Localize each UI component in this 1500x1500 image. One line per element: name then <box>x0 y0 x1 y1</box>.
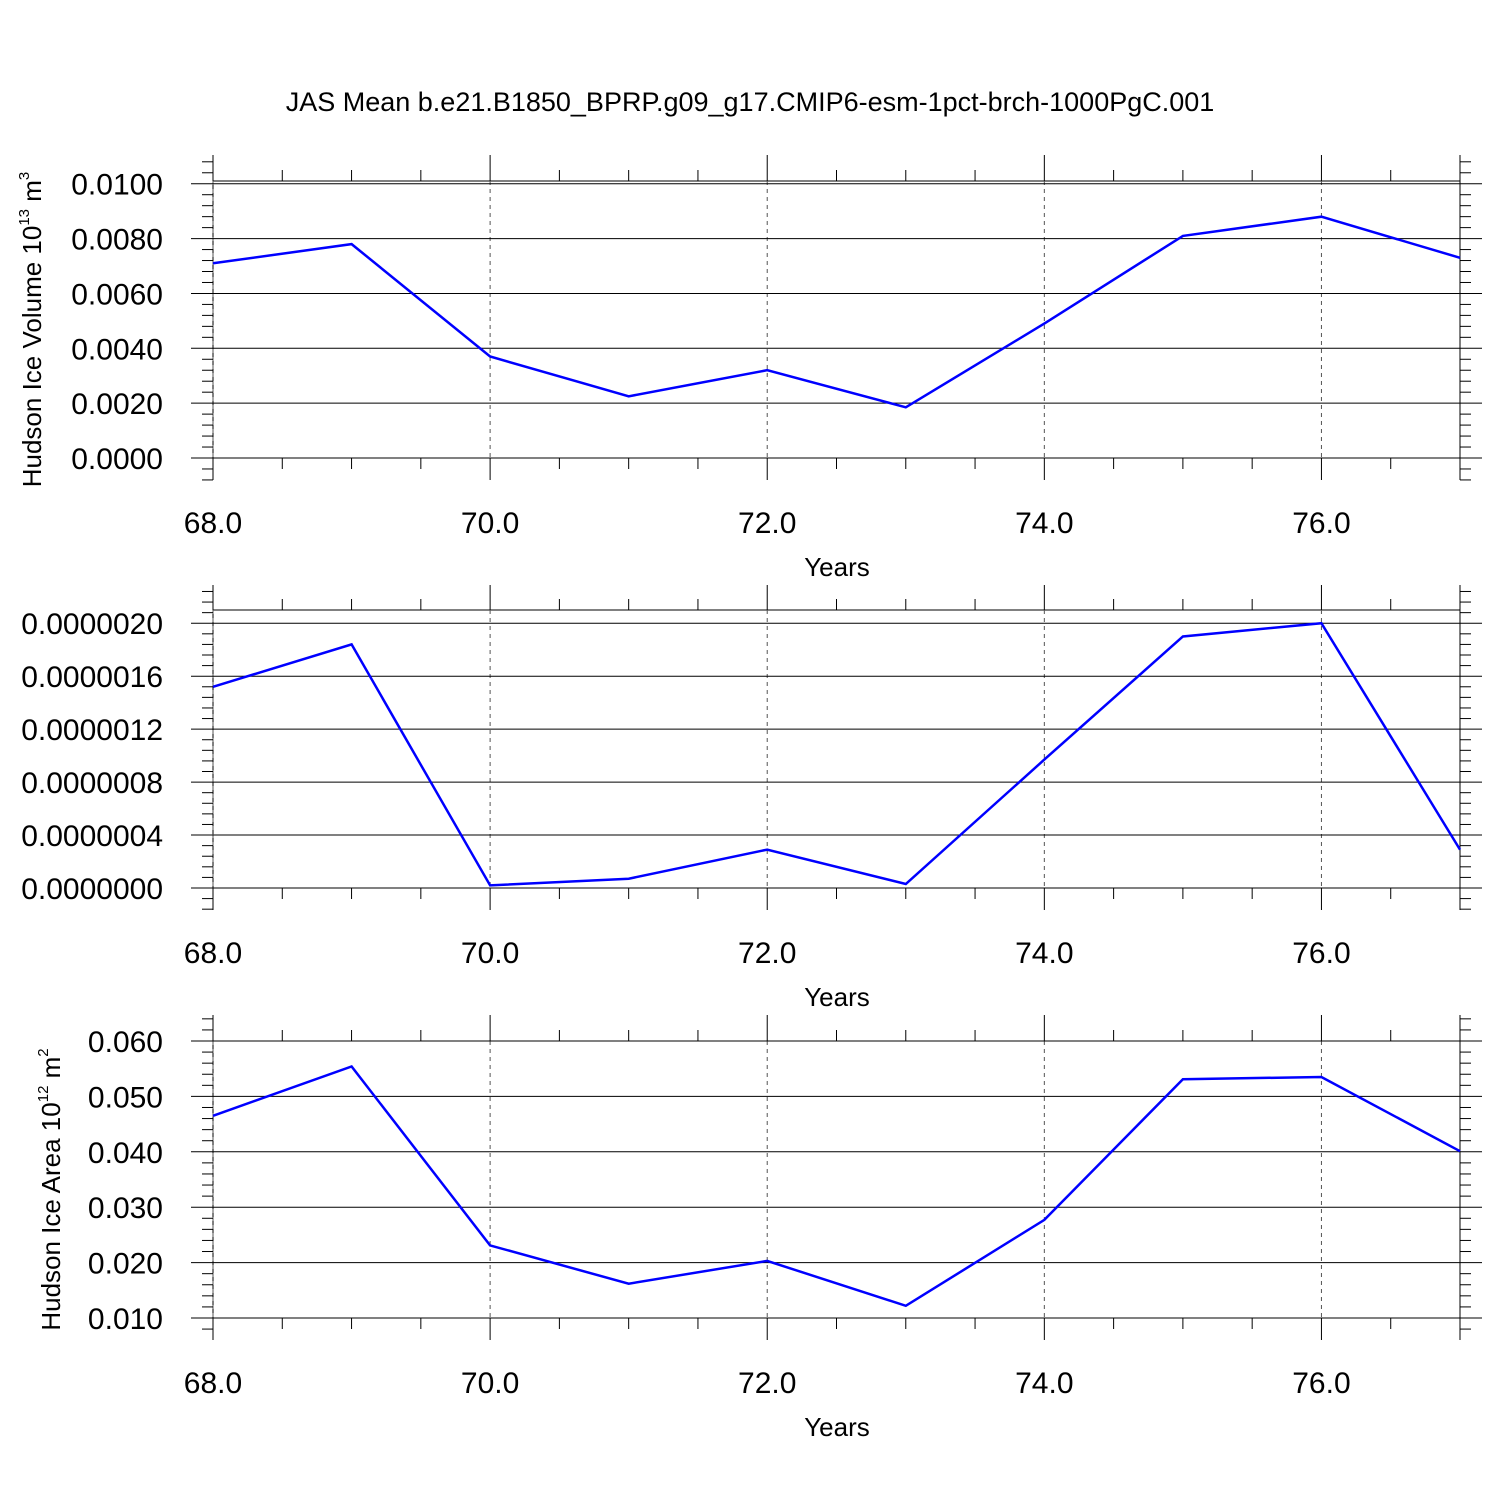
y-tick-label: 0.0000016 <box>21 661 163 694</box>
figure-title: JAS Mean b.e21.B1850_BPRP.g09_g17.CMIP6-… <box>286 87 1215 117</box>
x-axis-label: Years <box>804 552 870 582</box>
x-tick-label: 76.0 <box>1292 507 1350 540</box>
x-tick-label: 74.0 <box>1015 507 1073 540</box>
y-tick-label: 0.0020 <box>71 388 163 421</box>
x-tick-label: 68.0 <box>184 937 242 970</box>
y-tick-label: 0.040 <box>88 1137 163 1170</box>
x-tick-label: 68.0 <box>184 507 242 540</box>
x-tick-label: 70.0 <box>461 937 519 970</box>
x-tick-label: 72.0 <box>738 1367 796 1400</box>
data-series-line <box>212 621 1462 887</box>
chart-panel-3: 68.0 70.0 72.0 74.0 76.0 0.010 0.020 0.030 0.040… <box>35 1015 1482 1442</box>
y-tick-label: 0.0000008 <box>21 767 163 800</box>
y-tick-label: 0.060 <box>88 1026 163 1059</box>
y-tick-label: 0.0100 <box>71 169 163 202</box>
x-axis-label: Years <box>804 1412 870 1442</box>
y-axis-label: Hudson Ice Volume 1013 m3 <box>16 172 47 488</box>
x-tick-label: 72.0 <box>738 937 796 970</box>
y-tick-label: 0.0000000 <box>21 873 163 906</box>
y-tick-label: 0.010 <box>88 1303 163 1336</box>
x-axis-label: Years <box>804 982 870 1012</box>
x-tick-label: 70.0 <box>461 507 519 540</box>
y-tick-label: 0.0000020 <box>21 608 163 641</box>
y-tick-label: 0.050 <box>88 1081 163 1114</box>
x-tick-label: 76.0 <box>1292 1367 1350 1400</box>
x-tick-label: 74.0 <box>1015 937 1073 970</box>
x-tick-label: 68.0 <box>184 1367 242 1400</box>
chart-panel-2: 68.0 70.0 72.0 74.0 76.0 0.0000000 0.0000004 0.… <box>21 585 1482 1012</box>
y-tick-label: 0.0000004 <box>21 820 163 853</box>
data-series-line <box>212 215 1461 409</box>
y-tick-label: 0.0040 <box>71 333 163 366</box>
chart-panel-1: 68.0 70.0 72.0 74.0 76.0 0.0000 0.0020 0.0040 0.… <box>16 155 1482 582</box>
x-tick-label: 72.0 <box>738 507 796 540</box>
y-tick-label: 0.0060 <box>71 278 163 311</box>
y-tick-label: 0.020 <box>88 1248 163 1281</box>
x-tick-label: 76.0 <box>1292 937 1350 970</box>
y-tick-label: 0.0000012 <box>21 714 163 747</box>
x-tick-label: 70.0 <box>461 1367 519 1400</box>
y-tick-label: 0.0080 <box>71 224 163 257</box>
y-axis-label: Hudson Ice Area 1012 m2 <box>35 1048 66 1330</box>
x-tick-label: 74.0 <box>1015 1367 1073 1400</box>
data-series-line <box>212 1065 1461 1308</box>
y-tick-label: 0.030 <box>88 1192 163 1225</box>
y-tick-label: 0.0000 <box>71 443 163 476</box>
